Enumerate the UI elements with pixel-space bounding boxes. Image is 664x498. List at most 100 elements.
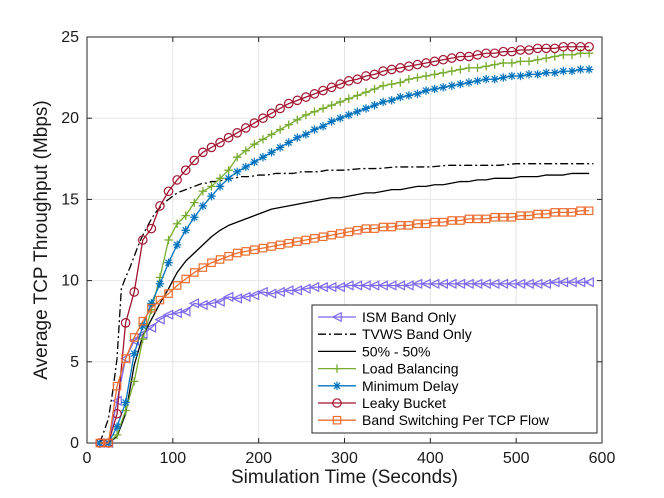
data-point [250, 157, 259, 167]
data-point [214, 296, 225, 307]
data-point [516, 211, 525, 220]
legend-item: ISM Band Only [318, 309, 456, 325]
data-point [164, 289, 173, 298]
data-point [111, 395, 122, 406]
x-axis-label: Simulation Time (Seconds) [231, 467, 458, 488]
data-point [507, 212, 517, 222]
data-point [232, 248, 242, 258]
data-point [584, 41, 594, 52]
data-point [567, 50, 577, 60]
data-point [163, 186, 174, 197]
data-point [361, 88, 371, 97]
data-point [137, 235, 148, 245]
data-point [154, 314, 165, 325]
data-point [507, 58, 517, 68]
data-point [447, 81, 456, 90]
data-point [370, 224, 379, 233]
data-point [335, 229, 345, 238]
data-point [550, 52, 559, 61]
data-point [309, 89, 320, 99]
y-tick-label: 10 [61, 273, 79, 290]
data-point [258, 152, 268, 162]
data-point [490, 75, 499, 84]
data-point [224, 165, 233, 175]
data-point [413, 89, 422, 99]
data-point [189, 155, 200, 166]
data-point [567, 66, 577, 76]
y-tick-label: 15 [61, 191, 79, 208]
data-point [516, 71, 525, 81]
data-point [258, 243, 268, 253]
data-point [155, 201, 165, 211]
data-point [533, 209, 542, 219]
data-point [164, 235, 173, 245]
data-point [301, 130, 311, 139]
data-point [275, 103, 285, 114]
data-point [516, 57, 525, 66]
data-point [215, 255, 225, 264]
data-point [464, 63, 474, 73]
x-tick-label: 200 [245, 450, 272, 467]
data-point [430, 70, 439, 79]
data-point [188, 298, 200, 309]
data-point [95, 438, 105, 448]
data-point [164, 258, 173, 267]
data-point [447, 216, 457, 225]
data-point [112, 422, 122, 431]
data-point [498, 212, 508, 222]
data-point [292, 95, 303, 106]
legend-label: Leaky Bucket [362, 395, 446, 411]
data-point [207, 191, 216, 201]
y-tick-label: 0 [70, 435, 79, 452]
data-point [481, 214, 491, 224]
data-point [301, 110, 311, 120]
data-point [215, 137, 225, 148]
data-point [189, 268, 199, 277]
data-point [232, 128, 243, 138]
data-point [249, 118, 260, 128]
data-point [138, 316, 148, 326]
data-point [310, 107, 319, 116]
data-point [190, 198, 199, 207]
data-point [267, 148, 276, 157]
data-point [344, 94, 353, 103]
legend-label: Load Balancing [362, 361, 459, 377]
data-point [120, 318, 131, 328]
data-point [499, 73, 508, 82]
data-point [266, 108, 277, 119]
data-point [215, 174, 225, 183]
series-line [99, 172, 590, 444]
data-point [413, 73, 422, 82]
data-point [301, 235, 311, 245]
series-band-switching-per-tcp-flow [95, 206, 594, 448]
data-point [198, 147, 208, 158]
data-point [223, 291, 234, 303]
data-point [241, 162, 250, 172]
data-point [507, 71, 517, 81]
data-point [318, 85, 328, 96]
legend-box [311, 304, 598, 434]
data-point [430, 217, 439, 227]
data-point [163, 309, 174, 320]
data-point [240, 291, 251, 303]
data-point [293, 133, 302, 142]
data-point [284, 138, 293, 147]
data-point [540, 278, 552, 290]
data-point [421, 71, 431, 81]
data-point [318, 104, 328, 113]
data-point [421, 219, 431, 229]
data-point [231, 293, 243, 304]
data-point [413, 219, 422, 229]
data-point [490, 60, 499, 69]
data-point [121, 354, 130, 363]
data-point [241, 247, 251, 256]
data-point [439, 83, 448, 92]
data-point [284, 238, 294, 248]
data-point [130, 349, 139, 358]
data-point [353, 107, 362, 116]
data-point [490, 212, 500, 222]
data-point [172, 281, 182, 290]
series-line [99, 52, 590, 444]
